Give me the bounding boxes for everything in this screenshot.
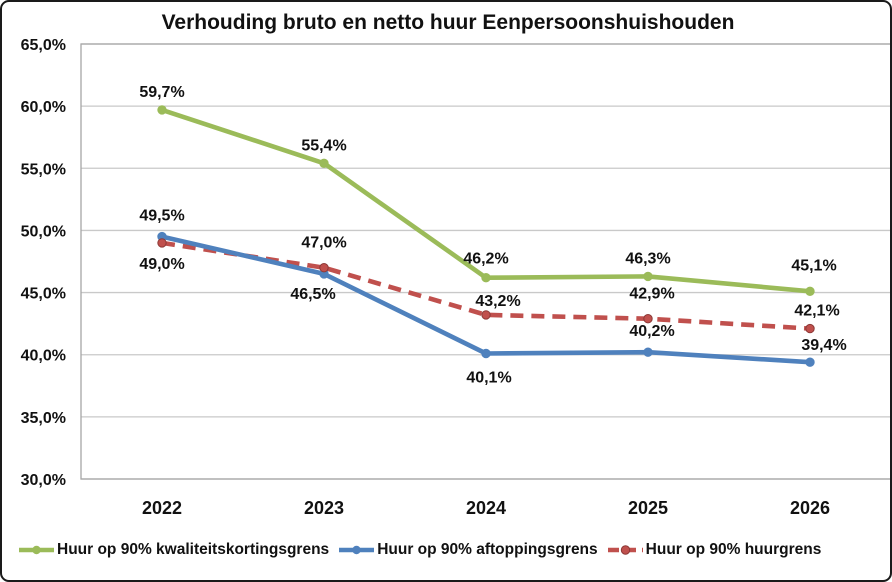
y-axis-tick-label: 40,0% [21, 348, 66, 365]
data-point-marker [481, 273, 491, 283]
legend-line-marker-icon [19, 545, 54, 555]
data-point-marker [643, 347, 653, 357]
chart-legend: Huur op 90% kwaliteitskortingsgrens Huur … [18, 535, 886, 565]
data-point-label: 43,2% [475, 293, 520, 310]
data-point-label: 40,2% [629, 323, 674, 340]
y-axis-tick-label: 55,0% [21, 161, 66, 178]
data-point-label: 42,9% [629, 286, 674, 303]
y-axis-tick-label: 50,0% [21, 223, 66, 240]
x-axis-tick-label: 2023 [304, 498, 344, 518]
data-point-label: 39,4% [801, 337, 846, 354]
data-point-marker [643, 271, 653, 282]
data-point-marker [481, 348, 491, 359]
data-point-marker [157, 105, 167, 115]
data-point-marker [805, 357, 815, 367]
data-point-label: 46,5% [290, 286, 335, 303]
y-axis-tick-label: 60,0% [21, 99, 66, 116]
data-point-marker [481, 310, 491, 320]
y-axis-tick-label: 30,0% [21, 472, 66, 489]
data-point-label: 55,4% [301, 137, 346, 154]
y-axis-tick-label: 45,0% [21, 286, 66, 303]
legend-item: Huur op 90% kwaliteitskortingsgrens [18, 541, 329, 559]
data-point-marker [805, 286, 815, 296]
y-axis-tick-label: 65,0% [21, 37, 66, 54]
data-point-label: 59,7% [139, 84, 184, 101]
data-point-label: 42,1% [794, 303, 839, 320]
data-point-marker [157, 238, 167, 248]
x-axis-tick-label: 2026 [790, 498, 830, 518]
legend-label: Huur op 90% kwaliteitskortingsgrens [57, 541, 330, 558]
data-point-label: 46,3% [625, 250, 670, 267]
legend-label: Huur op 90% aftoppingsgrens [377, 541, 598, 558]
legend-label: Huur op 90% huurgrens [645, 541, 822, 558]
data-point-marker [319, 158, 329, 169]
data-point-label: 46,2% [463, 251, 508, 268]
legend-item: Huur op 90% aftoppingsgrens [338, 541, 598, 559]
data-point-label: 49,5% [139, 208, 184, 225]
legend-line-marker-icon [339, 545, 375, 555]
x-axis-tick-label: 2025 [628, 498, 668, 518]
data-point-marker [805, 323, 815, 334]
plot-area-border [80, 43, 890, 480]
data-point-marker [319, 263, 329, 273]
data-point-label: 45,1% [791, 257, 836, 274]
x-axis-tick-label: 2024 [466, 498, 506, 518]
data-point-label: 47,0% [301, 235, 346, 252]
y-axis-tick-label: 35,0% [21, 410, 66, 427]
chart-title: Verhouding bruto en netto huur Eenpersoo… [161, 11, 735, 34]
data-point-marker [643, 314, 653, 324]
x-axis-tick-label: 2022 [142, 498, 182, 518]
data-point-label: 49,0% [139, 256, 184, 273]
legend-item: Huur op 90% huurgrens [607, 541, 822, 559]
legend-line-marker-icon [607, 545, 643, 555]
data-point-label: 40,1% [466, 369, 511, 386]
